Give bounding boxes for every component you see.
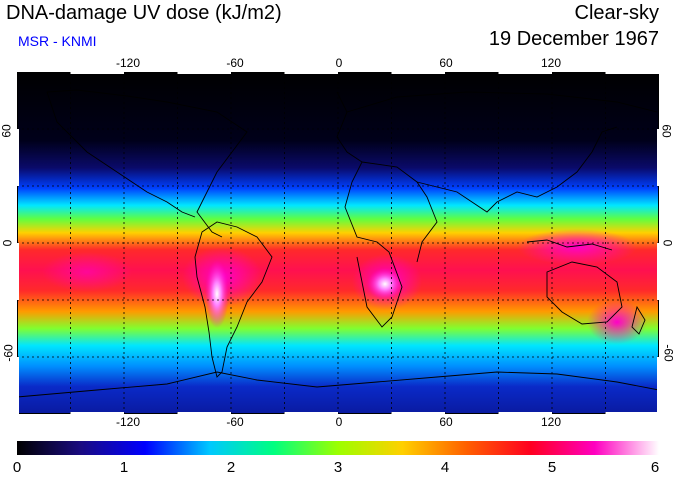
colorbar <box>17 441 659 455</box>
frame-ticks <box>17 72 659 414</box>
lon-tick-top: -120 <box>115 56 141 70</box>
coastlines <box>17 89 659 398</box>
colorbar-label: 2 <box>226 459 236 476</box>
lat-tick-right: -60 <box>661 344 676 362</box>
lat-tick-right: 0 <box>660 239 675 247</box>
lon-tick-top: -60 <box>226 56 244 70</box>
colorbar-label: 3 <box>333 459 343 476</box>
lon-tick-bottom: 120 <box>540 415 562 429</box>
lon-tick-bottom: -60 <box>226 415 244 429</box>
lat-tick-right: 60 <box>659 124 674 138</box>
lon-tick-top: 60 <box>439 56 453 70</box>
source-label: MSR - KNMI <box>18 33 97 49</box>
lon-tick-bottom: 0 <box>335 415 343 429</box>
lat-tick-left: 60 <box>0 124 14 138</box>
lat-tick-left: -60 <box>1 344 16 362</box>
sky-condition-label: Clear-sky <box>574 2 659 24</box>
colorbar-label: 0 <box>12 459 22 476</box>
lon-tick-top: 0 <box>335 56 343 70</box>
lon-tick-bottom: -120 <box>115 415 141 429</box>
date-label: 19 December 1967 <box>488 28 659 50</box>
indonesia-high-uv <box>517 229 637 265</box>
lat-tick-left: 0 <box>0 239 15 247</box>
chart-title: DNA-damage UV dose (kJ/m2) <box>6 2 282 24</box>
uv-dose-map <box>17 72 659 414</box>
colorbar-label: 4 <box>440 459 450 476</box>
graticule <box>17 72 659 414</box>
pacific-high-uv <box>42 252 132 292</box>
southern-africa-hotspot <box>367 268 403 300</box>
lon-tick-bottom: 60 <box>439 415 453 429</box>
andes-hotspot <box>205 260 229 328</box>
colorbar-label: 5 <box>547 459 557 476</box>
new-zealand-high-uv <box>587 300 647 344</box>
colorbar-label: 6 <box>650 459 660 476</box>
colorbar-label: 1 <box>119 459 129 476</box>
lon-tick-top: 120 <box>540 56 562 70</box>
